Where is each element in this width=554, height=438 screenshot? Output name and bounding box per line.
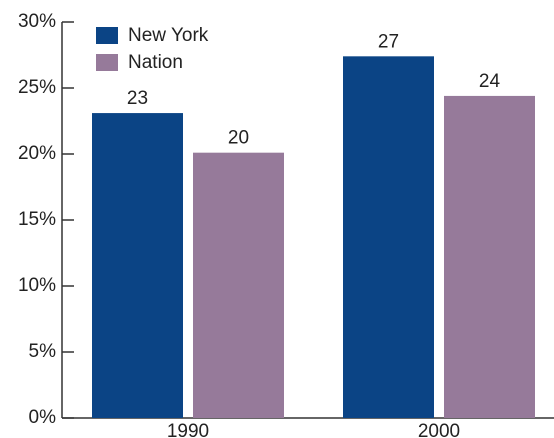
y-tick-label: 30%	[18, 11, 56, 32]
legend-label: Nation	[128, 52, 183, 73]
y-tick-label: 20%	[18, 143, 56, 164]
bar	[92, 113, 183, 418]
bar	[193, 152, 284, 418]
data-label: 23	[127, 88, 148, 109]
data-label: 20	[228, 128, 249, 149]
y-tick-label: 15%	[18, 209, 56, 230]
x-tick-label: 1990	[167, 421, 209, 438]
y-tick-label: 25%	[18, 77, 56, 98]
y-tick-label: 10%	[18, 275, 56, 296]
legend-swatch	[96, 54, 118, 71]
y-tick-label: 0%	[29, 407, 57, 428]
legend-swatch	[96, 27, 118, 44]
x-tick-label: 2000	[418, 421, 460, 438]
legend-label: New York	[128, 25, 209, 46]
bar	[343, 56, 434, 418]
data-label: 24	[479, 71, 501, 92]
y-tick-label: 5%	[29, 341, 57, 362]
data-label: 27	[378, 31, 399, 52]
bar	[444, 95, 535, 419]
